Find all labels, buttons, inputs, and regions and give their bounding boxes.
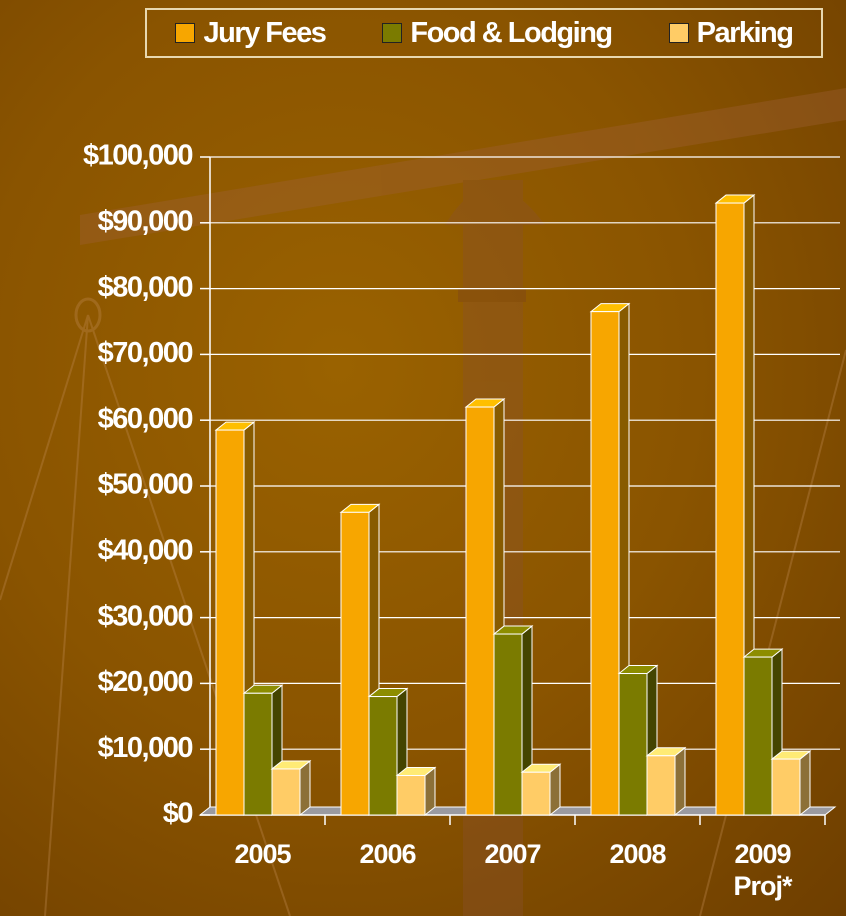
- y-tick-label: $70,000: [98, 337, 193, 369]
- legend-label: Parking: [697, 17, 793, 50]
- y-tick-label: $60,000: [98, 403, 193, 435]
- bar: [716, 203, 744, 815]
- bar: [397, 776, 425, 815]
- bar-side: [300, 761, 310, 815]
- legend-item: Food & Lodging: [382, 17, 611, 50]
- slide: $0 $10,000 $20,000 $30,000 $40,000 $50,000 $60…: [0, 0, 846, 916]
- bar: [619, 674, 647, 815]
- chart: $0 $10,000 $20,000 $30,000 $40,000 $50,000 $60…: [0, 0, 846, 916]
- legend-item: Parking: [669, 17, 793, 50]
- bar: [369, 697, 397, 815]
- bar: [744, 657, 772, 815]
- legend-swatch: [382, 23, 402, 43]
- legend-label: Food & Lodging: [410, 17, 611, 50]
- bar: [216, 430, 244, 815]
- bar: [772, 759, 800, 815]
- x-tick-label: 2005: [218, 838, 308, 870]
- legend: Jury Fees Food & Lodging Parking: [145, 8, 823, 58]
- legend-swatch: [175, 23, 195, 43]
- x-tick-label: 2007: [468, 838, 558, 870]
- bar: [591, 312, 619, 815]
- bar-side: [675, 748, 685, 815]
- y-tick-label: $20,000: [98, 666, 193, 698]
- legend-item: Jury Fees: [175, 17, 325, 50]
- legend-swatch: [669, 23, 689, 43]
- y-tick-label: $90,000: [98, 205, 193, 237]
- x-tick-label: 2008: [593, 838, 683, 870]
- bar: [466, 407, 494, 815]
- x-tick-label: 2006: [343, 838, 433, 870]
- bar: [647, 756, 675, 815]
- bar-side: [550, 764, 560, 815]
- x-tick-label: 2009 Proj*: [718, 838, 808, 902]
- bar: [494, 634, 522, 815]
- y-tick-label: $10,000: [98, 732, 193, 764]
- bar: [341, 512, 369, 815]
- bar: [522, 772, 550, 815]
- y-tick-label: $0: [163, 798, 193, 830]
- bar: [244, 693, 272, 815]
- bar-side: [800, 751, 810, 815]
- legend-label: Jury Fees: [203, 17, 325, 50]
- y-tick-label: $40,000: [98, 534, 193, 566]
- y-tick-label: $50,000: [98, 469, 193, 501]
- y-tick-label: $80,000: [98, 271, 193, 303]
- bar: [272, 769, 300, 815]
- y-tick-label: $30,000: [98, 600, 193, 632]
- y-tick-label: $100,000: [83, 140, 192, 172]
